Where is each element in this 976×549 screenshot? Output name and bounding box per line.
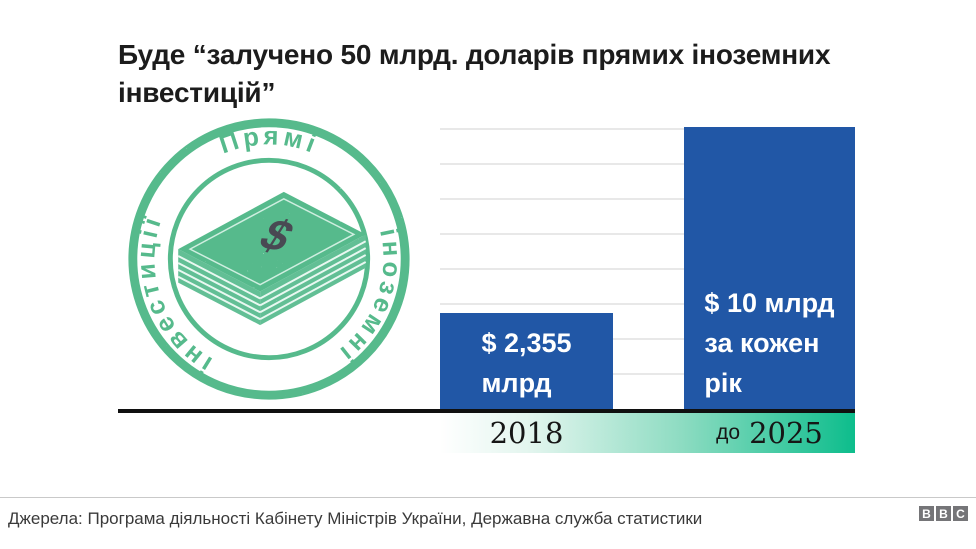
gridline (440, 338, 855, 340)
bar-2025-value-line: рік (704, 368, 742, 398)
gridline (440, 268, 855, 270)
x-axis-label-2018: 2018 (440, 413, 613, 453)
bar-2025-value-line: $ 10 млрд (704, 288, 835, 318)
gridline (440, 163, 855, 165)
money-stack-icon: $ (177, 191, 367, 326)
bar-2018-value-label: $ 2,355 млрд (440, 323, 613, 403)
stamp-outer-ring (128, 118, 410, 400)
bbc-logo-block: C (953, 506, 968, 521)
stamp-graphic: Прямі іноземні інвестиції (128, 118, 410, 400)
bar-2025-value-line: за кожен (704, 328, 820, 358)
year-label: 2025 (749, 416, 823, 450)
stamp-inner-ring (167, 157, 371, 361)
bar-2018: $ 2,355 млрд (440, 313, 613, 409)
bbc-logo-block: B (919, 506, 934, 521)
page-title: Буде “залучено 50 млрд. доларів прямих і… (118, 36, 831, 112)
source-credit: Джерела: Програма діяльності Кабінету Мі… (8, 509, 703, 528)
bar-2025-value-label: $ 10 млрд за кожен рік (684, 283, 855, 403)
gridline (440, 128, 855, 130)
page-title-line-1: Буде “залучено 50 млрд. доларів прямих і… (118, 39, 831, 70)
year-prefix-label: до (716, 421, 741, 444)
gridline (440, 373, 855, 375)
svg-text:Прямі: Прямі (216, 122, 323, 159)
x-axis-label-2025: до 2025 (684, 413, 855, 453)
bbc-logo-block: B (936, 506, 951, 521)
stamp-text-top: Прямі (216, 122, 319, 159)
page-title-line-2: інвестицій” (118, 77, 276, 108)
gridline (440, 198, 855, 200)
gridline (440, 233, 855, 235)
x-axis-line (118, 409, 855, 413)
footer-divider (0, 497, 976, 498)
bar-2025: $ 10 млрд за кожен рік (684, 127, 855, 409)
x-axis-band (440, 413, 855, 453)
gridline (440, 303, 855, 305)
year-label: 2018 (489, 416, 564, 450)
bbc-logo: B B C (919, 506, 968, 521)
bar-2018-value-line: $ 2,355 (481, 328, 572, 358)
bar-2018-value-line: млрд (481, 368, 552, 398)
